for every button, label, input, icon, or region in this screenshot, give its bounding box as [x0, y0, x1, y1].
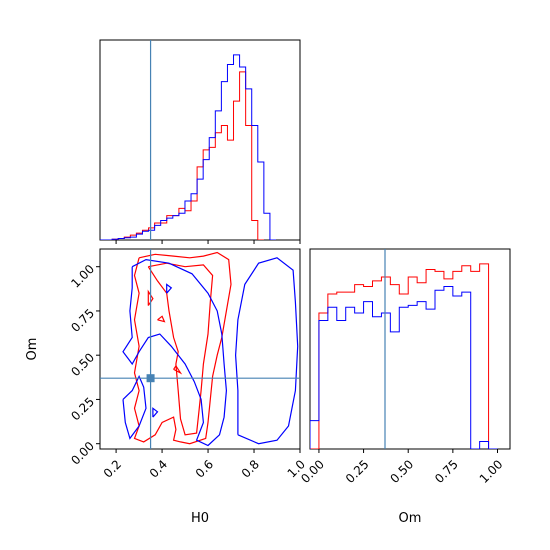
x-axis-label-om: Om [399, 511, 422, 526]
contour-1-2 [234, 257, 299, 445]
contour-0-0 [133, 251, 232, 445]
joint-xtick-label-1: 0.4 [147, 457, 170, 480]
joint-contours [100, 249, 300, 449]
joint-ytick-label-4: 1.00 [68, 262, 97, 291]
panel-h0-marginal [99, 39, 301, 241]
contour-0-2 [157, 315, 166, 323]
joint-frame [99, 248, 301, 450]
joint-xtick-label-2: 0.6 [193, 457, 216, 480]
panel-om-marginal [309, 248, 511, 450]
h0-histograms [100, 40, 276, 240]
panel-h0-vs-om [99, 248, 301, 450]
om-hist-series-0 [310, 263, 498, 449]
contour-0-1 [147, 262, 214, 436]
om-xtick-label-4: 1.00 [477, 457, 506, 486]
joint-xtick-label-0: 0.2 [101, 457, 124, 480]
om-xtick-label-0: 0.00 [298, 457, 327, 486]
truth-marker [146, 374, 155, 383]
om-marginal-frame [309, 248, 511, 450]
h0-hist-series-0 [100, 71, 264, 240]
om-histograms [310, 249, 498, 449]
joint-xtick-label-3: 0.8 [239, 457, 262, 480]
h0-hist-series-1 [100, 54, 276, 240]
x-axis-label-h0: H0 [191, 511, 209, 526]
contour-1-0 [122, 258, 228, 447]
h0-marginal-frame [99, 39, 301, 241]
joint-ytick-label-2: 0.50 [68, 350, 97, 379]
y-axis-label-om: Om [25, 338, 40, 361]
joint-ytick-label-1: 0.25 [68, 395, 97, 424]
om-xtick-label-2: 0.50 [387, 457, 416, 486]
contour-1-4 [152, 407, 159, 418]
om-xtick-label-3: 0.75 [432, 457, 461, 486]
joint-ytick-label-3: 0.75 [68, 306, 97, 335]
joint-ytick-label-0: 0.00 [68, 439, 97, 468]
contour-1-1 [122, 374, 147, 440]
contour-1-3 [166, 283, 173, 294]
om-hist-series-1 [310, 285, 498, 449]
contour-0-3 [173, 364, 183, 375]
om-xtick-label-1: 0.25 [343, 457, 372, 486]
